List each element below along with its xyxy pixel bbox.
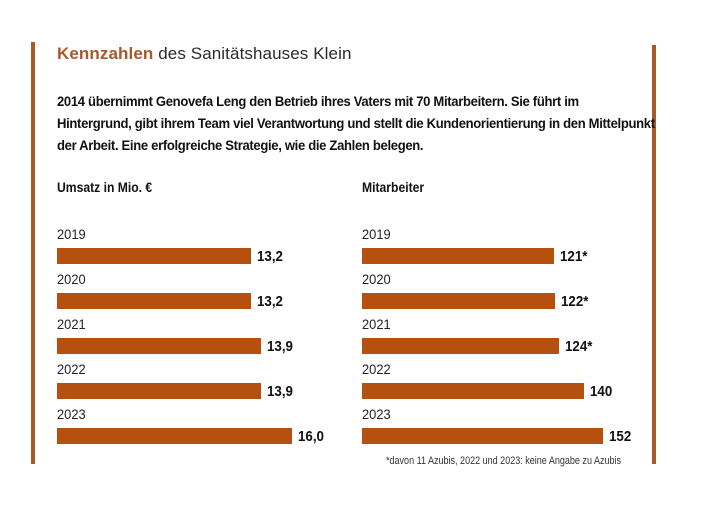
employees-bar: [362, 248, 554, 264]
revenue-year-label: 2019: [57, 226, 86, 242]
employees-value-label: 124*: [564, 339, 593, 355]
revenue-chart-title: Umsatz in Mio. €: [57, 180, 153, 195]
revenue-bar: [57, 293, 251, 309]
employees-value-label: 140: [589, 384, 613, 400]
employees-bar: [362, 293, 556, 309]
footnote: *davon 11 Azubis, 2022 und 2023: keine A…: [386, 455, 622, 467]
title-rest: des Sanitätshauses Klein: [153, 44, 352, 63]
intro-text: 2014 übernimmt Genovefa Leng den Betrieb…: [57, 94, 655, 154]
right-accent-border: [652, 45, 656, 464]
employees-year-label: 2020: [362, 271, 391, 287]
employees-value-label: 121*: [559, 249, 588, 265]
revenue-value-label: 16,0: [298, 429, 324, 445]
revenue-value-label: 13,2: [256, 294, 283, 310]
revenue-bar: [57, 428, 292, 444]
revenue-bar: [57, 248, 251, 264]
employees-bar: [362, 428, 603, 444]
revenue-value-label: 13,9: [267, 384, 294, 400]
revenue-bar: [57, 338, 262, 354]
revenue-year-label: 2021: [57, 316, 86, 332]
left-accent-border: [31, 42, 35, 464]
employees-year-label: 2023: [362, 406, 391, 422]
revenue-year-label: 2022: [57, 361, 86, 377]
revenue-year-label: 2020: [57, 271, 86, 287]
employees-chart-title: Mitarbeiter: [362, 180, 425, 195]
revenue-bar: [57, 383, 262, 399]
employees-year-label: 2022: [362, 361, 391, 377]
employees-value-label: 152: [609, 429, 632, 445]
employees-year-label: 2021: [362, 316, 391, 332]
title-accent: Kennzahlen: [57, 44, 154, 63]
revenue-year-label: 2023: [57, 406, 86, 422]
revenue-value-label: 13,9: [267, 339, 294, 355]
revenue-value-label: 13,2: [256, 249, 283, 265]
employees-bar: [362, 338, 559, 354]
employees-year-label: 2019: [362, 226, 391, 242]
employees-bar: [362, 383, 584, 399]
page-title: Kennzahlen des Sanitätshauses Klein: [57, 44, 352, 64]
employees-value-label: 122*: [561, 294, 589, 310]
